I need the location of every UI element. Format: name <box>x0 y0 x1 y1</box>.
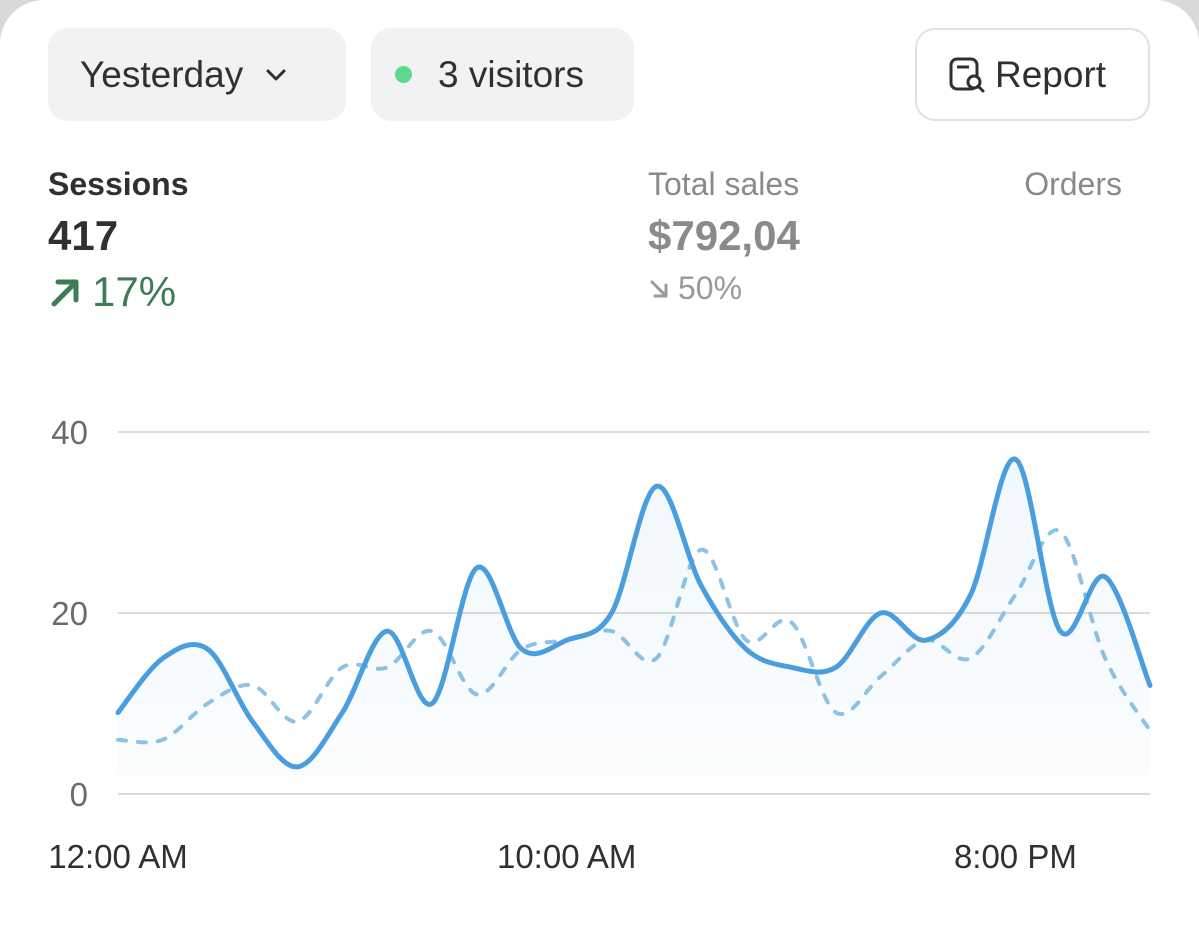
metric-change: 17% <box>48 268 176 316</box>
report-label: Report <box>995 53 1107 95</box>
up-arrow <box>51 279 79 307</box>
report-button[interactable]: Report <box>915 28 1150 121</box>
metric-label[interactable]: Orders <box>1024 166 1122 202</box>
period-button[interactable]: Yesterday <box>48 28 346 121</box>
metric-value: $792,04 <box>648 212 800 259</box>
area <box>118 458 1150 794</box>
x-tick-label: 10:00 AM <box>497 838 636 875</box>
y-tick-label: 40 <box>51 414 88 451</box>
visitors-label: 3 visitors <box>438 53 584 95</box>
live-dot <box>395 66 412 83</box>
metric-value: 417 <box>48 212 119 259</box>
x-tick-label: 12:00 AM <box>48 838 187 875</box>
x-tick-label: 8:00 PM <box>954 838 1077 875</box>
period-label: Yesterday <box>80 53 244 95</box>
y-tick-label: 20 <box>51 595 88 632</box>
metric-label[interactable]: Total sales <box>648 166 800 202</box>
report-icon <box>949 57 985 92</box>
chart: 0 20 40 12:00 AM 10:00 AM 8:00 PM <box>48 414 1153 875</box>
y-tick-label: 0 <box>70 776 88 813</box>
visitors-button[interactable]: 3 visitors <box>371 28 634 121</box>
change-text: 17% <box>92 268 177 315</box>
series-line <box>115 456 1153 770</box>
change-text: 50% <box>678 270 743 306</box>
metric-change: 50% <box>648 270 742 307</box>
metric-label[interactable]: Sessions <box>48 166 189 202</box>
down-arrow <box>650 280 668 297</box>
chevron-icon <box>266 69 286 80</box>
